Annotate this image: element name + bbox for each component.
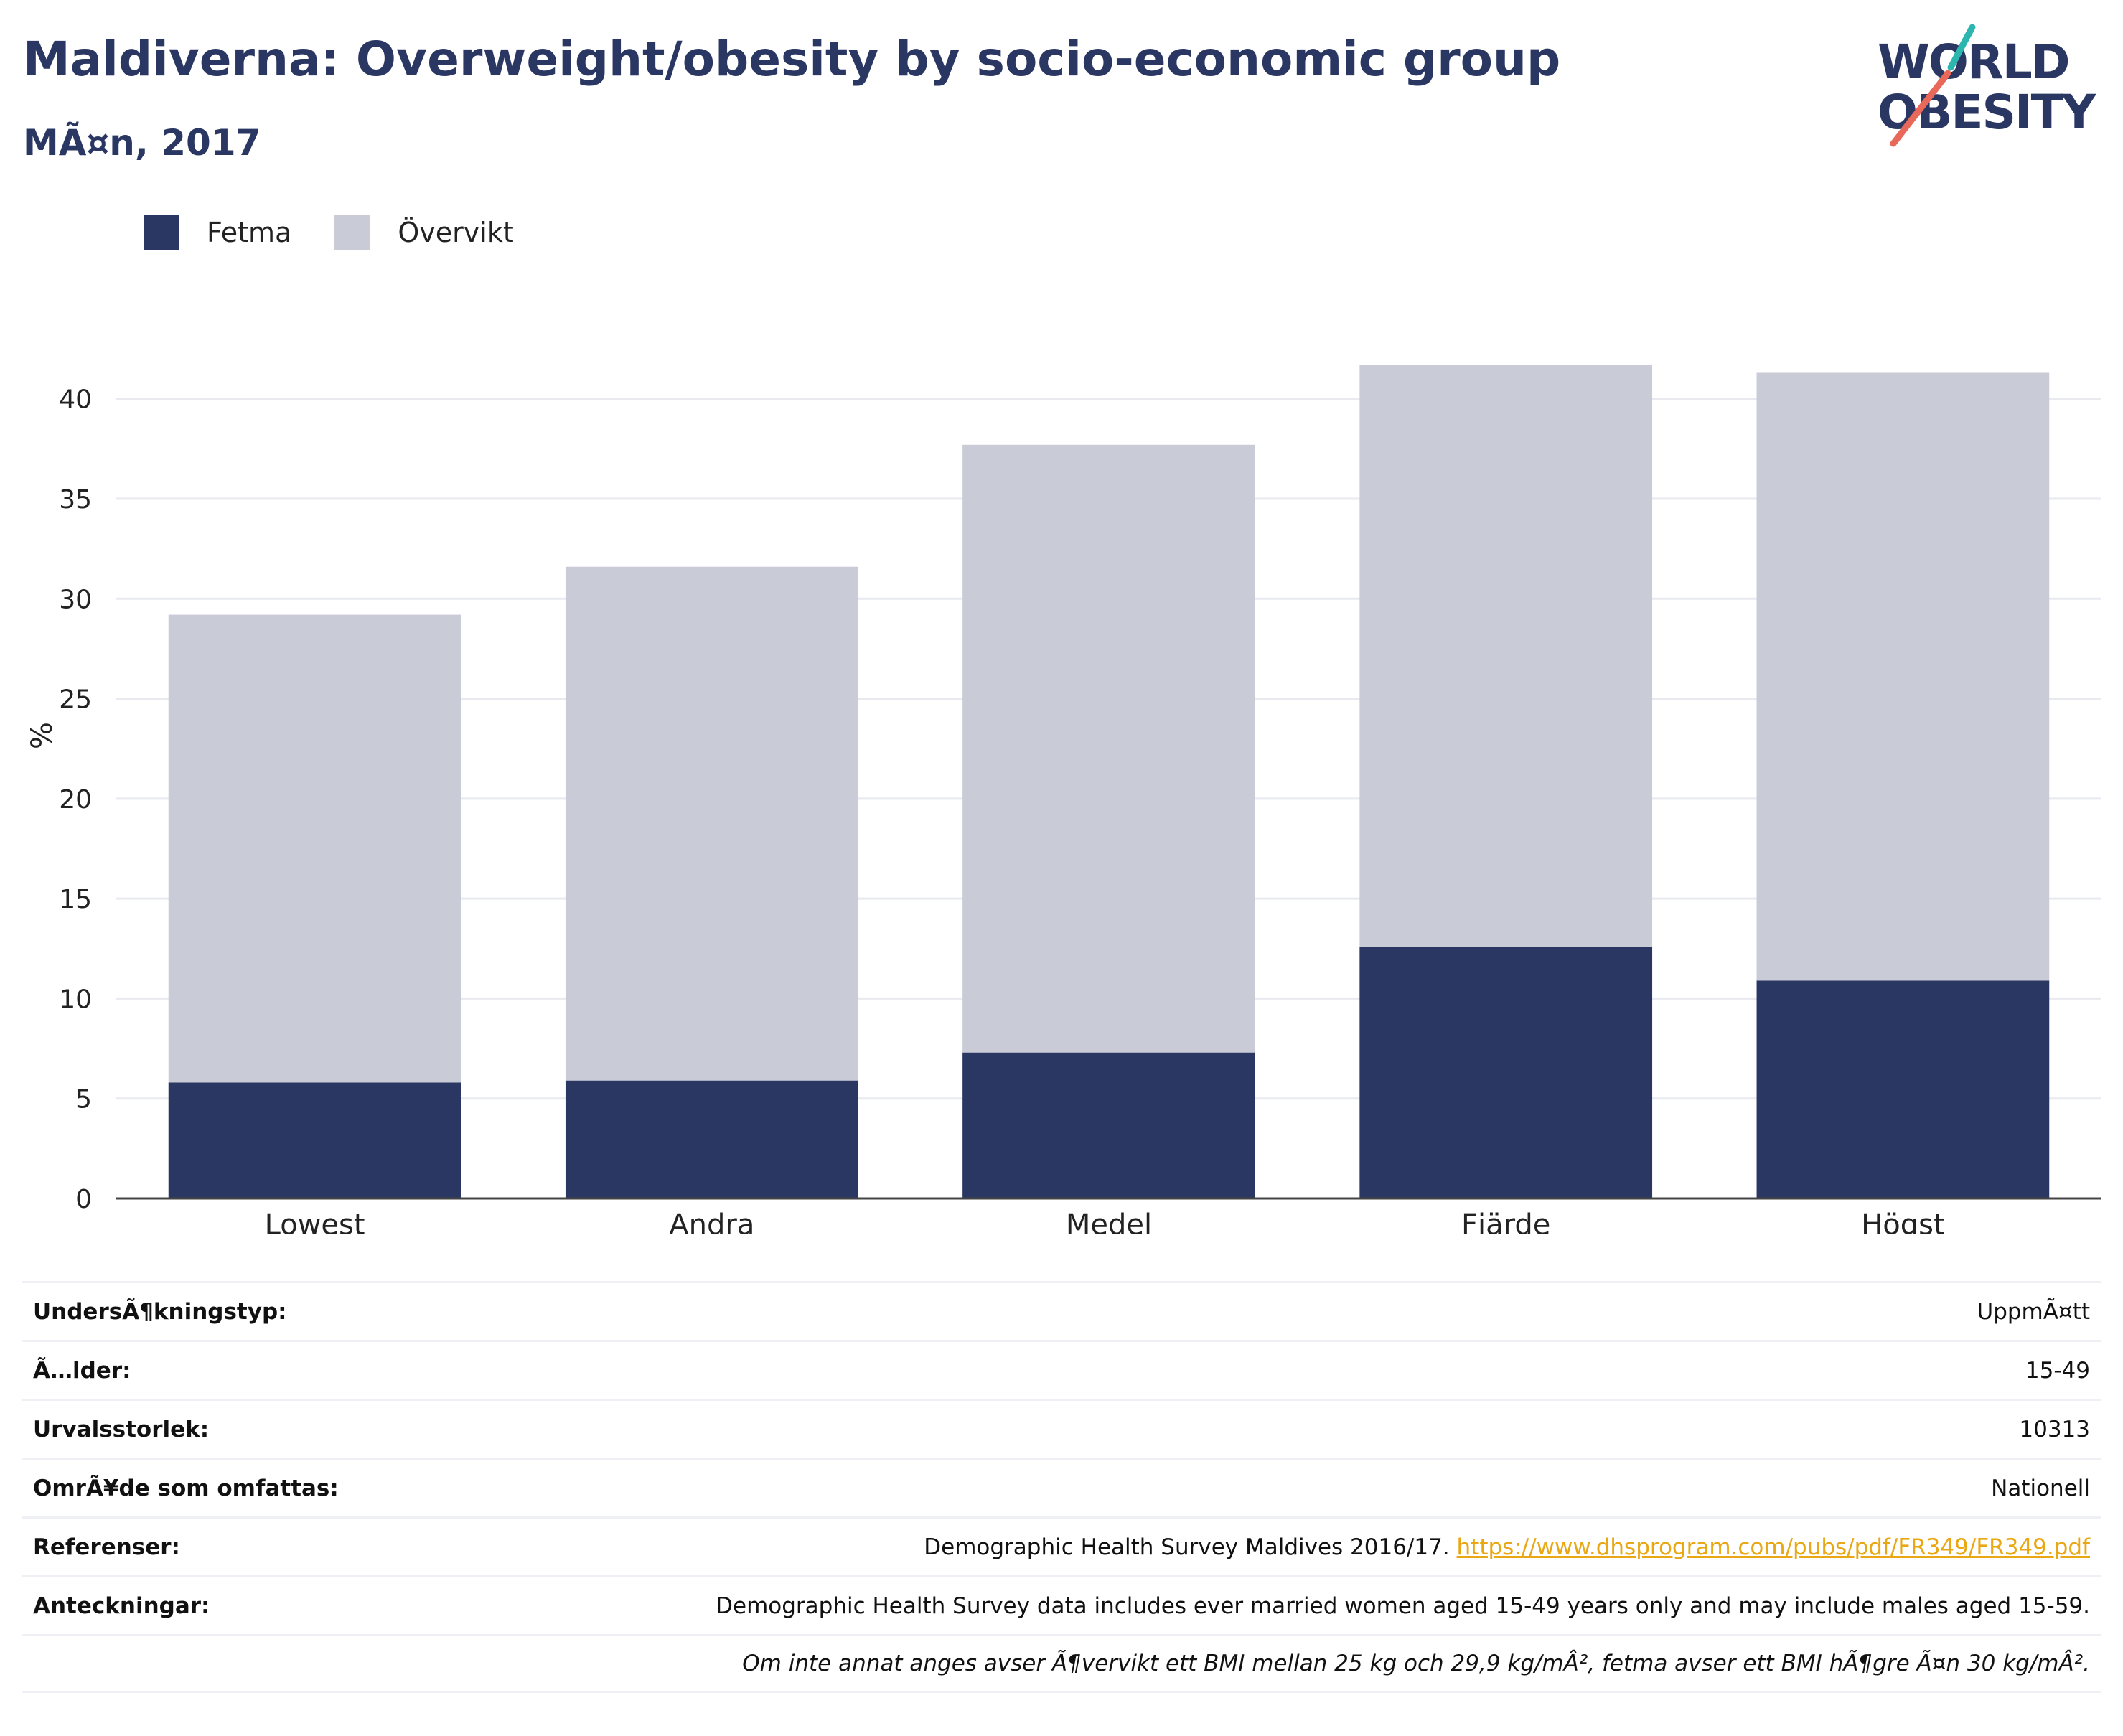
legend-swatch-overvikt (334, 215, 371, 250)
legend-item-overvikt: Övervikt (334, 215, 514, 250)
meta-value: 10313 (2019, 1416, 2090, 1442)
y-tick-label: 15 (59, 885, 92, 914)
legend-label-overvikt: Övervikt (398, 217, 514, 248)
x-tick-label: Fjärde (1461, 1209, 1550, 1234)
meta-value: 15-49 (2025, 1357, 2090, 1384)
y-tick-label: 5 (75, 1085, 92, 1115)
meta-label: Urvalsstorlek: (33, 1416, 210, 1442)
meta-label: UndersÃ¶kningstyp: (33, 1298, 287, 1325)
meta-value: Demographic Health Survey data includes … (716, 1592, 2090, 1619)
reference-text: Demographic Health Survey Maldives 2016/… (924, 1534, 1457, 1560)
stacked-bar-chart: 0 5 10 15 20 25 30 35 40% Lowest Andra Medel Fjärde H… (26, 365, 2101, 1234)
x-tick-label: Högst (1861, 1209, 1944, 1234)
bar-fetma-2 (962, 1052, 1255, 1198)
y-tick-label: 30 (59, 585, 92, 614)
bar-fetma-4 (1756, 980, 2050, 1198)
logo-line-1: WORLD (1878, 34, 2071, 90)
y-tick-label: 0 (75, 1185, 92, 1214)
bar-vervikt-2 (962, 444, 1255, 1053)
x-tick-label: Medel (1066, 1209, 1152, 1234)
meta-label: OmrÃ¥de som omfattas: (33, 1475, 339, 1501)
legend-swatch-fetma (144, 215, 179, 250)
chart-subtitle: MÃ¤n, 2017 (23, 122, 261, 164)
chart-legend: Fetma Övervikt (144, 212, 557, 253)
bar-vervikt-4 (1756, 372, 2050, 981)
legend-item-fetma: Fetma (144, 215, 291, 250)
meta-row-survey-type: UndersÃ¶kningstyp: UppmÃ¤tt (22, 1281, 2101, 1340)
chart-title: Maldiverna: Overweight/obesity by socio-… (23, 32, 1561, 87)
x-tick-label: Lowest (265, 1209, 365, 1234)
meta-value: Nationell (1991, 1475, 2090, 1501)
bar-fetma-3 (1359, 947, 1653, 1198)
meta-row-footnote: Om inte annat anges avser Ã¶vervikt ett … (22, 1634, 2101, 1693)
meta-row-age: Ã…lder: 15-49 (22, 1340, 2101, 1399)
meta-value: Demographic Health Survey Maldives 2016/… (924, 1534, 2101, 1560)
meta-row-references: Referenser: Demographic Health Survey Ma… (22, 1516, 2101, 1575)
meta-row-sample-size: Urvalsstorlek: 10313 (22, 1399, 2101, 1458)
metadata-table: UndersÃ¶kningstyp: UppmÃ¤tt Ã…lder: 15-4… (22, 1281, 2101, 1693)
y-tick-label: 35 (59, 485, 92, 515)
reference-link[interactable]: https://www.dhsprogram.com/pubs/pdf/FR34… (1456, 1534, 2090, 1560)
y-tick-label: 20 (59, 785, 92, 815)
x-tick-label: Andra (669, 1209, 754, 1234)
bar-vervikt-0 (168, 614, 461, 1083)
meta-label: Referenser: (33, 1534, 180, 1560)
meta-value: UppmÃ¤tt (1977, 1298, 2090, 1325)
logo-slash-icon (1890, 24, 1976, 147)
meta-label: Anteckningar: (33, 1592, 210, 1619)
y-tick-label: 10 (59, 985, 92, 1014)
meta-row-area: OmrÃ¥de som omfattas: Nationell (22, 1458, 2101, 1516)
world-obesity-logo: WORLD OBESITY (1866, 22, 2103, 151)
y-axis-label: % (26, 722, 59, 749)
bar-fetma-1 (565, 1080, 858, 1198)
legend-label-fetma: Fetma (207, 217, 292, 248)
y-tick-label: 25 (59, 685, 92, 715)
y-tick-label: 40 (59, 385, 92, 415)
meta-label: Ã…lder: (33, 1357, 131, 1384)
bar-vervikt-1 (565, 566, 858, 1081)
meta-footnote: Om inte annat anges avser Ã¶vervikt ett … (742, 1651, 2090, 1676)
bar-fetma-0 (168, 1082, 461, 1198)
bar-vervikt-3 (1359, 365, 1653, 947)
meta-row-notes: Anteckningar: Demographic Health Survey … (22, 1575, 2101, 1634)
